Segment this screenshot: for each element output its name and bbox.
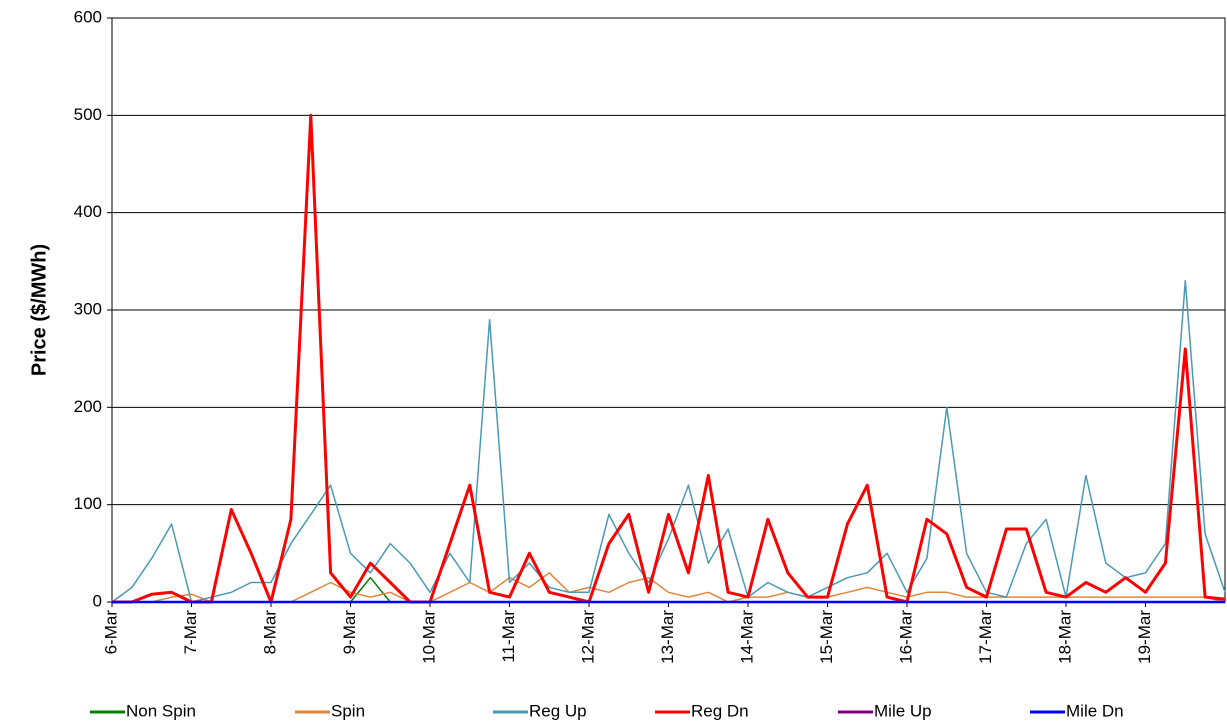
x-tick-label: 7-Mar — [181, 610, 200, 655]
x-tick-label: 15-Mar — [817, 610, 836, 664]
x-tick-label: 12-Mar — [578, 610, 597, 664]
legend-label: Non Spin — [126, 701, 196, 720]
x-tick-label: 16-Mar — [896, 610, 915, 664]
y-tick-label: 0 — [93, 591, 102, 610]
y-tick-label: 400 — [74, 202, 102, 221]
y-axis-label: Price ($/MWh) — [28, 244, 50, 376]
x-tick-label: 6-Mar — [101, 610, 120, 655]
y-tick-label: 600 — [74, 7, 102, 26]
legend-label: Reg Dn — [691, 701, 749, 720]
x-tick-label: 14-Mar — [737, 610, 756, 664]
series-line — [111, 280, 1226, 603]
legend-label: Mile Dn — [1066, 701, 1124, 720]
series-line — [112, 113, 1226, 604]
series-line — [112, 576, 1225, 603]
y-tick-label: 500 — [74, 105, 102, 124]
x-tick-label: 10-Mar — [419, 610, 438, 664]
x-tick-label: 18-Mar — [1055, 610, 1074, 664]
legend-label: Mile Up — [874, 701, 932, 720]
y-tick-label: 300 — [74, 299, 102, 318]
x-tick-label: 11-Mar — [499, 610, 518, 663]
y-tick-label: 200 — [74, 397, 102, 416]
legend-label: Reg Up — [529, 701, 587, 720]
x-tick-label: 19-Mar — [1135, 610, 1154, 664]
x-tick-label: 8-Mar — [260, 610, 279, 655]
legend-label: Spin — [331, 701, 365, 720]
series-line — [112, 572, 1226, 603]
x-tick-label: 17-Mar — [976, 610, 995, 664]
y-tick-label: 100 — [74, 494, 102, 513]
x-tick-label: 9-Mar — [340, 610, 359, 655]
x-tick-label: 13-Mar — [658, 610, 677, 664]
